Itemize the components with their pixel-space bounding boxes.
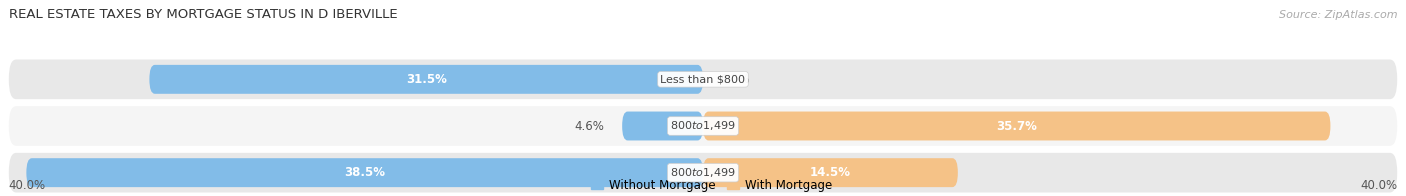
FancyBboxPatch shape [149,65,703,94]
FancyBboxPatch shape [8,60,1398,99]
FancyBboxPatch shape [703,158,957,187]
Text: 0.0%: 0.0% [721,73,751,86]
Text: $800 to $1,499: $800 to $1,499 [671,166,735,179]
FancyBboxPatch shape [27,158,703,187]
Text: REAL ESTATE TAXES BY MORTGAGE STATUS IN D IBERVILLE: REAL ESTATE TAXES BY MORTGAGE STATUS IN … [8,8,398,21]
FancyBboxPatch shape [8,106,1398,146]
Text: $800 to $1,499: $800 to $1,499 [671,120,735,132]
Text: 4.6%: 4.6% [575,120,605,132]
Legend: Without Mortgage, With Mortgage: Without Mortgage, With Mortgage [586,174,837,196]
Text: 14.5%: 14.5% [810,166,851,179]
FancyBboxPatch shape [703,112,1330,141]
Text: 35.7%: 35.7% [997,120,1038,132]
Text: 31.5%: 31.5% [406,73,447,86]
Text: 40.0%: 40.0% [1360,179,1398,192]
FancyBboxPatch shape [8,153,1398,192]
Text: 38.5%: 38.5% [344,166,385,179]
Text: Source: ZipAtlas.com: Source: ZipAtlas.com [1278,10,1398,20]
FancyBboxPatch shape [621,112,703,141]
Text: 40.0%: 40.0% [8,179,46,192]
Text: Less than $800: Less than $800 [661,74,745,84]
